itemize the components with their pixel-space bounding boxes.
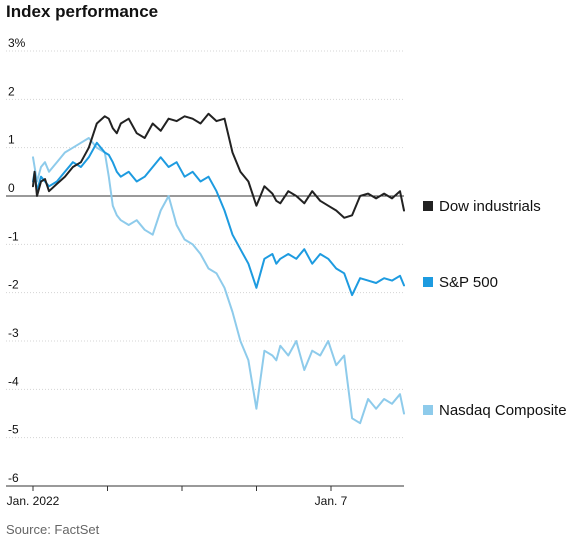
legend-label-dow-industrials: Dow industrials — [439, 198, 541, 215]
y-tick-label: -2 — [8, 278, 19, 292]
y-tick-label: 1 — [8, 133, 15, 147]
grid — [6, 50, 404, 487]
y-tick-label: -5 — [8, 423, 19, 437]
series-line-nasdaq-composite — [32, 137, 405, 425]
legend-swatch-s-p-500 — [423, 277, 433, 287]
series-line-dow-industrials — [32, 112, 405, 219]
y-tick-label: -1 — [8, 229, 19, 243]
y-tick-label: -3 — [8, 326, 19, 340]
y-tick-label: 0 — [8, 181, 15, 195]
x-axis-ticks: Jan. 2022 Jan. 7 — [6, 485, 404, 508]
source-note: Source: FactSet — [6, 522, 100, 537]
chart-title: Index performance — [6, 2, 158, 21]
legend-swatch-dow-industrials — [423, 201, 433, 211]
series-line-s-p-500 — [32, 141, 405, 297]
y-axis-ticks: 3% 2 1 0 -1 -2 -3 -4 -5 -6 — [8, 36, 26, 485]
x-tick-label: Jan. 7 — [315, 494, 348, 508]
legend-label-nasdaq-composite: Nasdaq Composite — [439, 402, 567, 419]
y-tick-label: 3% — [8, 36, 26, 50]
y-tick-label: 2 — [8, 84, 15, 98]
legend-label-s-p-500: S&P 500 — [439, 274, 498, 291]
x-tick-label: Jan. 2022 — [7, 494, 60, 508]
legend: Dow industrials S&P 500 Nasdaq Composite — [423, 198, 567, 419]
y-tick-label: -4 — [8, 374, 19, 388]
y-tick-label: -6 — [8, 471, 19, 485]
series-lines — [32, 112, 405, 425]
legend-swatch-nasdaq-composite — [423, 405, 433, 415]
